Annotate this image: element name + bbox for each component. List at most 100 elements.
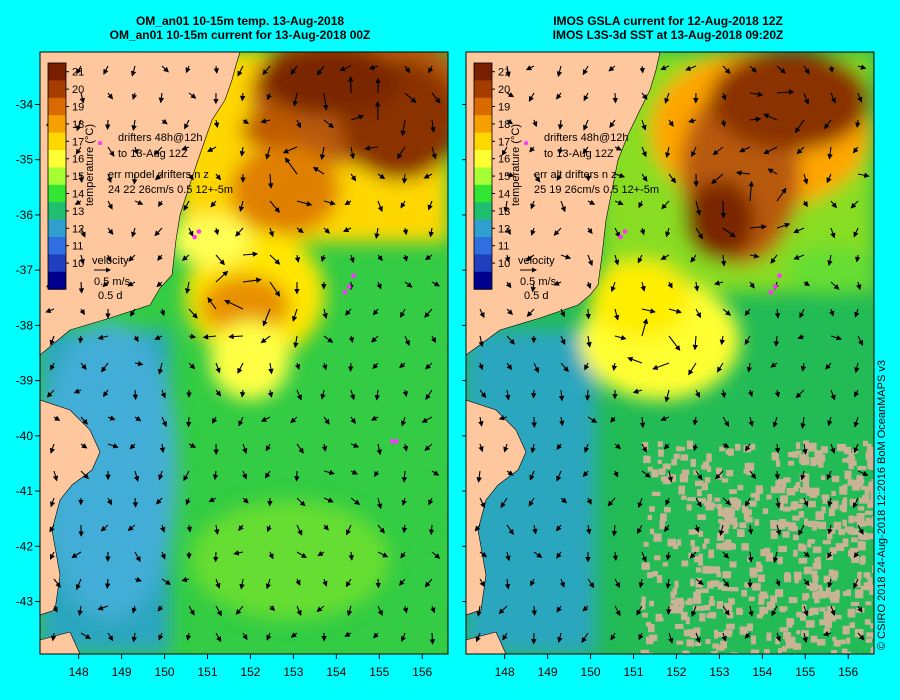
current-arrow [505,281,512,289]
current-arrow [228,333,244,340]
nodata-pixel [866,632,874,638]
nodata-pixel [754,519,760,526]
current-arrow [474,524,481,532]
current-arrow [134,576,142,583]
current-arrow [224,299,244,310]
current-arrow [102,389,109,398]
current-arrow [50,632,57,642]
current-arrow [424,308,433,318]
current-arrow [296,227,304,234]
nodata-pixel [858,541,866,551]
current-arrow [242,118,250,125]
current-arrow [372,308,379,316]
current-arrow [423,173,433,179]
current-arrow [802,173,809,185]
nodata-pixel [676,640,684,645]
current-arrow [215,173,222,181]
current-arrow [749,91,764,98]
current-arrow [377,254,383,262]
nodata-pixel [865,510,873,515]
current-arrow [690,254,697,263]
current-arrow [668,308,682,314]
nodata-pixel [805,620,815,628]
colorbar-swatch [48,80,66,99]
current-arrow [722,551,729,559]
current-arrow [533,173,541,183]
nodata-pixel [693,470,699,475]
nodata-pixel [770,520,778,530]
current-arrow [376,281,382,290]
nodata-pixel [756,614,763,619]
nodata-pixel [763,649,770,654]
nodata-pixel [858,506,865,511]
nodata-pixel [662,463,671,470]
current-arrow [501,146,508,156]
current-arrow [506,118,513,125]
x-tick-label: 150 [155,665,175,679]
nodata-pixel [844,526,854,533]
drifter-point [342,289,348,295]
current-arrow [763,113,778,121]
current-arrow [52,470,59,482]
current-arrow [587,578,595,589]
nodata-pixel [699,613,706,622]
nodata-pixel [710,580,720,587]
nodata-pixel [783,477,791,483]
nodata-pixel [775,589,784,598]
y-tick-label: -36 [16,208,34,222]
current-arrow [797,334,805,340]
nodata-pixel [833,639,841,647]
nodata-pixel [652,571,659,577]
nodata-pixel [770,530,778,539]
nodata-pixel [771,453,779,461]
current-arrow [241,470,248,480]
current-arrow [106,254,112,263]
nodata-pixel [707,581,714,589]
current-arrow [476,470,482,483]
current-arrow [611,524,618,537]
current-arrow [127,524,136,532]
current-arrow [154,146,163,156]
nodata-pixel [750,493,758,498]
current-arrow [803,65,810,75]
nodata-pixel [845,651,851,654]
current-arrow [402,254,409,262]
current-arrow [377,551,389,558]
current-arrow [133,470,140,482]
current-arrow [239,389,246,398]
nodata-pixel [851,481,861,491]
colorbar-tick-label: 11 [498,241,509,253]
nodata-pixel [702,543,707,549]
drifter-point [768,289,774,295]
nodata-pixel [812,546,822,553]
current-arrow [265,146,271,160]
current-arrow [49,524,55,533]
nodata-pixel [866,620,871,625]
current-arrow [748,180,754,202]
current-arrow [45,307,55,313]
current-arrow [586,524,592,535]
current-arrow [664,92,670,104]
nodata-pixel [667,538,677,547]
nodata-pixel [779,627,789,632]
current-arrow [323,497,334,503]
current-arrow [49,497,56,508]
current-arrow [156,281,163,288]
current-arrow [242,251,259,257]
right-drifter-note-1: drifters 48h@12h [544,132,629,144]
nodata-pixel [842,484,848,489]
colorbar-swatch [474,150,492,168]
current-arrow [128,254,136,262]
nodata-pixel [749,500,757,507]
x-tick-label: 155 [369,665,389,679]
nodata-pixel [843,446,852,455]
current-arrow [685,65,697,71]
nodata-pixel [810,459,817,467]
current-arrow [323,119,335,129]
nodata-pixel [697,498,707,504]
y-tick-label: -40 [16,429,34,443]
current-arrow [425,362,433,370]
current-arrow [802,632,808,644]
nodata-pixel [796,630,801,635]
current-arrow [722,442,730,448]
